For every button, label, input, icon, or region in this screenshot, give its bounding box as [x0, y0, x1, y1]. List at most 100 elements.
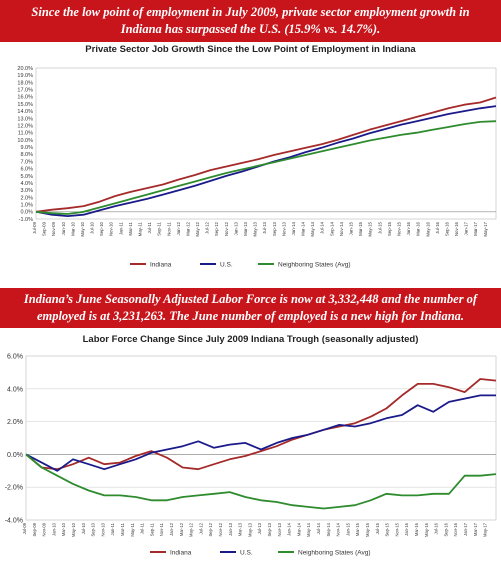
x-tick-label: Nov-12 [224, 221, 229, 236]
y-tick-label: 2.0% [20, 195, 33, 201]
x-tick-label: May-13 [253, 221, 258, 236]
x-tick-label: Nov-14 [336, 522, 341, 536]
x-tick-label: May-13 [247, 522, 252, 537]
x-tick-label: Jul-10 [90, 221, 95, 234]
y-tick-label: 6.0% [7, 353, 23, 360]
series-line-indiana [35, 96, 497, 213]
x-tick-label: Sep-12 [208, 522, 213, 536]
y-tick-label: 0.0% [7, 452, 23, 459]
x-tick-label: Jan-12 [176, 221, 181, 235]
x-tick-label: Nov-15 [396, 221, 401, 236]
x-tick-label: Nov-12 [218, 522, 223, 536]
y-tick-label: 13.0% [17, 116, 33, 122]
y-tick-label: -1.0% [19, 217, 33, 223]
x-tick-label: Jan-10 [51, 522, 56, 535]
y-tick-label: 2.0% [7, 419, 23, 426]
x-tick-label: Jul-09 [22, 522, 27, 534]
x-tick-label: Jan-14 [287, 522, 292, 535]
y-tick-label: 5.0% [20, 174, 33, 180]
private-sector-job-growth-chart: -1.0%0.0%1.0% 2.0%3.0%4.0%5.0%6.0% 7.0%8.0… [17, 66, 497, 269]
x-tick-label: Jul-11 [140, 522, 145, 534]
series-line-neighboring-states-avg [35, 120, 497, 215]
x-tick-label: May-11 [130, 522, 135, 536]
x-tick-label: Sep-11 [157, 221, 162, 235]
x-tick-label: Jan-16 [404, 522, 409, 535]
x-tick-label: Nov-13 [281, 221, 286, 236]
y-tick-label: 20.0% [17, 66, 33, 72]
x-tick-label: Nov-14 [339, 221, 344, 236]
x-tick-label: Nov-09 [42, 522, 47, 536]
x-tick-label: May-12 [195, 221, 200, 236]
y-tick-label: 14.0% [17, 109, 33, 115]
legend-label: U.S. [240, 550, 253, 557]
x-tick-label: Mar-12 [179, 522, 184, 536]
top-headline-banner: Since the low point of employment in Jul… [0, 0, 501, 42]
x-tick-label: May-16 [424, 522, 429, 537]
y-tick-label: 8.0% [20, 152, 33, 158]
x-tick-label: May-11 [138, 221, 143, 236]
x-tick-label: Jul-15 [375, 522, 380, 534]
x-tick-label: Mar-11 [120, 522, 125, 536]
series-line-indiana [25, 378, 497, 471]
chart1-title: Private Sector Job Growth Since the Low … [85, 44, 416, 55]
legend-label: Indiana [170, 550, 192, 557]
y-tick-label: 15.0% [17, 102, 33, 108]
x-tick-label: Nov-16 [453, 522, 458, 536]
x-tick-label: Sep-16 [444, 221, 449, 236]
y-tick-label: 18.0% [17, 80, 33, 86]
x-tick-label: Nov-10 [109, 221, 114, 236]
x-tick-label: Sep-13 [267, 522, 272, 536]
x-tick-label: Jul-12 [198, 522, 203, 534]
x-tick-label: Mar-11 [128, 221, 133, 235]
y-tick-label: 17.0% [17, 87, 33, 93]
x-tick-label: May-12 [189, 522, 194, 537]
x-tick-label: May-17 [483, 221, 488, 236]
y-tick-label: 19.0% [17, 73, 33, 79]
x-tick-label: Sep-09 [32, 522, 37, 536]
y-tick-label: -4.0% [5, 517, 23, 524]
labor-force-headline-banner: Indiana’s June Seasonally Adjusted Labor… [0, 288, 501, 328]
x-tick-label: Nov-10 [100, 522, 105, 536]
x-tick-label: Jan-11 [118, 221, 123, 235]
x-tick-label: Sep-15 [385, 522, 390, 536]
y-tick-label: 4.0% [7, 386, 23, 393]
x-tick-label: Jan-13 [228, 522, 233, 535]
x-tick-label: May-16 [425, 221, 430, 236]
x-tick-label: Mar-17 [473, 522, 478, 536]
x-tick-label: Mar-14 [296, 522, 301, 536]
legend-label: Neighboring States (Avg) [298, 550, 371, 557]
y-tick-label: 0.0% [20, 210, 33, 216]
x-tick-label: Jul-14 [316, 522, 321, 534]
x-tick-label: Jan-13 [233, 221, 238, 235]
x-tick-label: May-10 [71, 522, 76, 537]
y-tick-label: 10.0% [17, 138, 33, 144]
x-tick-label: Jan-11 [110, 522, 115, 535]
x-tick-label: Sep-16 [443, 522, 448, 536]
x-tick-label: May-10 [80, 221, 85, 236]
x-tick-label: Sep-10 [99, 221, 104, 236]
x-tick-label: Mar-17 [473, 221, 478, 235]
x-tick-label: Sep-12 [214, 221, 219, 236]
legend-label: Neighboring States (Avg) [278, 262, 351, 269]
x-tick-label: Nov-16 [454, 221, 459, 236]
x-tick-label: Jan-16 [406, 221, 411, 235]
x-tick-label: Mar-14 [301, 221, 306, 235]
x-tick-label: Jul-09 [32, 221, 37, 234]
y-tick-label: 1.0% [20, 203, 33, 209]
x-tick-label: Nov-13 [277, 522, 282, 536]
chart2-title: Labor Force Change Since July 2009 India… [82, 334, 419, 345]
x-tick-label: Jan-15 [345, 522, 350, 535]
x-tick-label: Jul-13 [257, 522, 262, 534]
x-tick-label: Mar-15 [355, 522, 360, 536]
x-tick-label: Mar-16 [414, 522, 419, 536]
y-tick-label: 4.0% [20, 181, 33, 187]
x-tick-label: Nov-11 [166, 221, 171, 235]
x-tick-label: Jul-13 [262, 221, 267, 234]
x-tick-label: Jul-16 [434, 522, 439, 534]
series-line-u-s [25, 394, 496, 472]
x-tick-label: Jan-15 [349, 221, 354, 235]
y-tick-label: 9.0% [20, 145, 33, 151]
x-tick-label: Mar-10 [70, 221, 75, 235]
x-tick-label: Sep-13 [272, 221, 277, 236]
x-tick-label: May-15 [368, 221, 373, 236]
